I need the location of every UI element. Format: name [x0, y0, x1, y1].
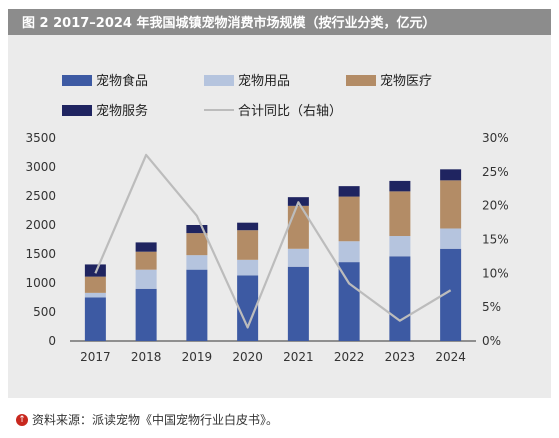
- bar-segment: [389, 191, 411, 237]
- bar-segment: [186, 225, 208, 234]
- bar-segment: [84, 264, 106, 277]
- y-left-tick-label: 1500: [25, 247, 56, 261]
- bar-segment: [287, 266, 309, 341]
- x-tick-label: 2020: [232, 350, 263, 364]
- bar-segment: [287, 248, 309, 267]
- legend-label: 宠物医疗: [380, 73, 432, 89]
- y-right-tick-label: 5%: [482, 300, 501, 314]
- y-left-tick-label: 2500: [25, 189, 56, 203]
- bar-segment: [186, 255, 208, 270]
- axes: 0 500 1000 1500 2000 2500 3000 3500 0% 5% 10% 15% 20…: [25, 131, 508, 364]
- y-right-tick-label: 0%: [482, 334, 501, 348]
- bar-segment: [440, 228, 462, 249]
- legend-swatch: [204, 75, 234, 86]
- x-tick-label: 2024: [435, 350, 466, 364]
- y-right-tick-label: 10%: [482, 266, 509, 280]
- x-tick-label: 2023: [385, 350, 416, 364]
- bar-segment: [440, 248, 462, 341]
- bar-segment: [135, 251, 157, 270]
- legend-swatch: [62, 105, 92, 116]
- x-tick-label: 2017: [80, 350, 111, 364]
- bar-segment: [440, 180, 462, 229]
- x-tick-label: 2019: [182, 350, 213, 364]
- x-tick-label: 2018: [131, 350, 162, 364]
- y-left-tick-label: 500: [33, 305, 56, 319]
- y-left-tick-label: 3500: [25, 131, 56, 145]
- bar-segment: [237, 275, 259, 341]
- legend-swatch: [62, 75, 92, 86]
- bar-segment: [338, 196, 360, 242]
- chart-panel: 宠物食品 宠物用品 宠物医疗宠物服务 合计同比（右轴） 0 500 1000 1500 200…: [8, 35, 551, 398]
- bar-segment: [186, 269, 208, 341]
- y-left-tick-label: 3000: [25, 160, 56, 174]
- legend-label: 宠物食品: [96, 73, 148, 89]
- bar-segment: [338, 241, 360, 263]
- chart-title: 图 2 2017–2024 年我国城镇宠物消费市场规模（按行业分类，亿元）: [22, 16, 436, 31]
- bars: [84, 169, 462, 341]
- bar-segment: [135, 242, 157, 252]
- yoy-line: [94, 153, 452, 329]
- line-series: [94, 153, 452, 329]
- source-note: ↑ 资料来源：派读宠物《中国宠物行业白皮书》。: [16, 411, 278, 428]
- bar-segment: [186, 233, 208, 256]
- legend-label: 合计同比（右轴）: [238, 104, 342, 119]
- y-right-tick-label: 25%: [482, 165, 509, 179]
- bar-segment: [237, 230, 259, 260]
- title-bar: 图 2 2017–2024 年我国城镇宠物消费市场规模（按行业分类，亿元）: [8, 9, 551, 35]
- bar-segment: [338, 186, 360, 197]
- y-left-tick-label: 1000: [25, 276, 56, 290]
- bar-segment: [237, 259, 259, 276]
- x-tick-label: 2021: [283, 350, 314, 364]
- y-right-tick-label: 15%: [482, 233, 509, 247]
- bar-segment: [84, 292, 106, 298]
- legend-label: 宠物服务: [96, 103, 148, 119]
- bar-segment: [389, 180, 411, 192]
- bar-segment: [135, 288, 157, 341]
- y-left-tick-label: 2000: [25, 218, 56, 232]
- x-tick-label: 2022: [334, 350, 365, 364]
- y-right-tick-label: 20%: [482, 199, 509, 213]
- bar-segment: [135, 269, 157, 289]
- bar-segment: [338, 262, 360, 341]
- bar-segment: [389, 256, 411, 341]
- arrow-up-icon: ↑: [16, 413, 28, 426]
- legend-label: 宠物用品: [238, 73, 290, 89]
- y-left-tick-label: 0: [48, 334, 56, 348]
- bar-segment: [237, 222, 259, 231]
- bar-segment: [389, 236, 411, 257]
- source-text: 资料来源：派读宠物《中国宠物行业白皮书》。: [32, 413, 279, 427]
- bar-segment: [84, 297, 106, 341]
- bar-segment: [440, 169, 462, 181]
- y-right-tick-label: 30%: [482, 131, 509, 145]
- bar-segment: [84, 276, 106, 293]
- legend-swatch: [346, 75, 376, 86]
